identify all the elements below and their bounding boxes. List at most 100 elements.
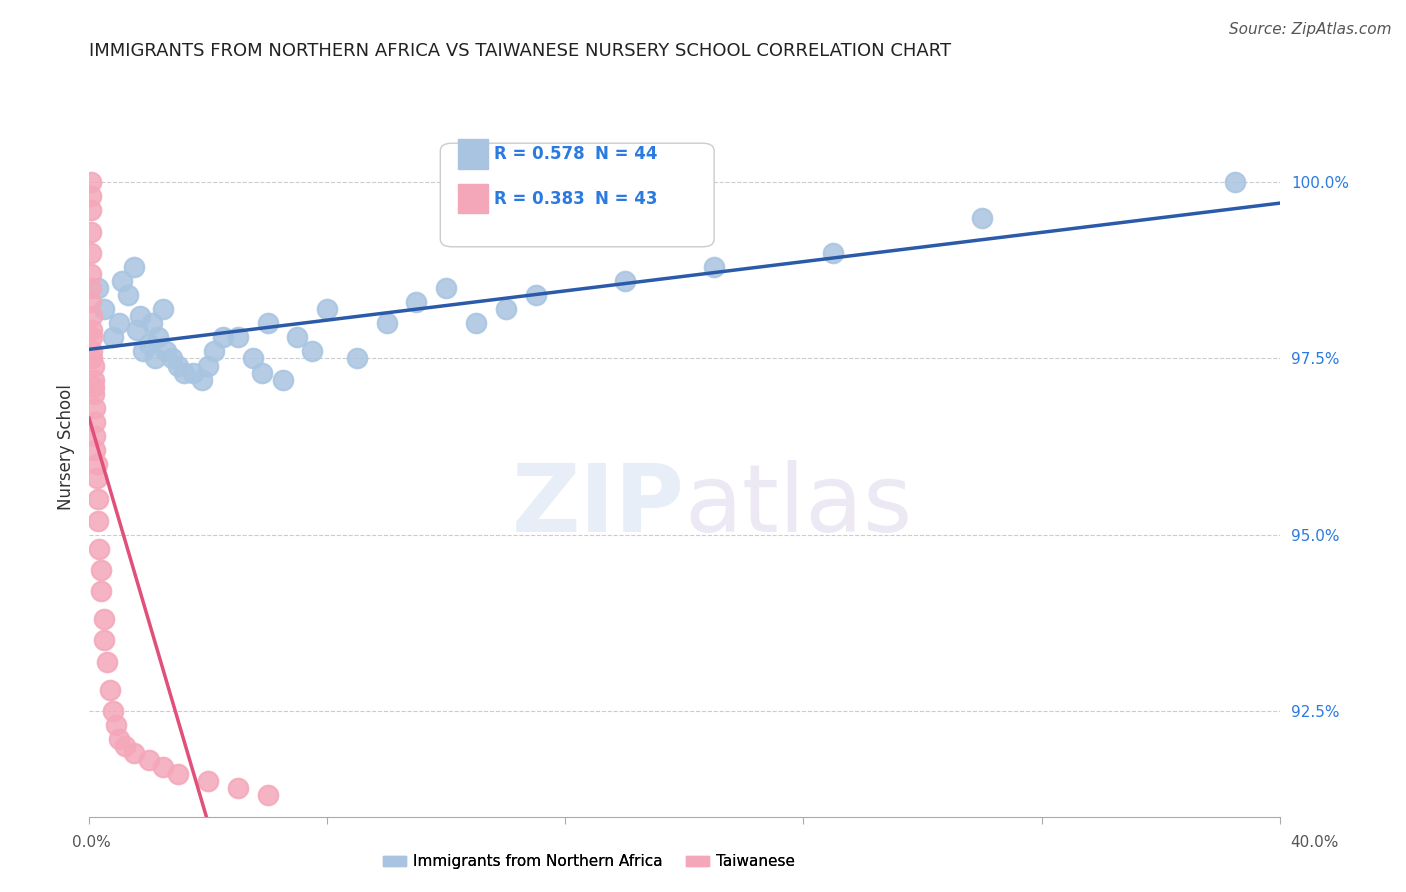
- Point: [143, 351, 166, 366]
- Legend: Immigrants from Northern Africa, Taiwanese: Immigrants from Northern Africa, Taiwane…: [377, 848, 801, 875]
- Point: [79, 267, 101, 281]
- Point: [87, 281, 110, 295]
- Point: [93, 302, 115, 317]
- Point: [125, 323, 148, 337]
- Point: [111, 274, 134, 288]
- Point: [823, 245, 845, 260]
- Point: [80, 344, 103, 359]
- Text: 40.0%: 40.0%: [1291, 836, 1339, 850]
- Point: [93, 633, 115, 648]
- Point: [114, 739, 136, 753]
- Point: [173, 366, 195, 380]
- Point: [128, 309, 150, 323]
- Point: [101, 704, 124, 718]
- Point: [122, 746, 145, 760]
- Point: [202, 344, 225, 359]
- Point: [80, 330, 103, 344]
- Point: [1223, 175, 1246, 189]
- Text: ZIP: ZIP: [512, 459, 685, 552]
- Point: [405, 295, 427, 310]
- Point: [80, 309, 103, 323]
- Point: [197, 359, 219, 373]
- Text: 0.0%: 0.0%: [72, 836, 111, 850]
- Point: [146, 330, 169, 344]
- Point: [138, 337, 160, 351]
- Point: [138, 753, 160, 767]
- Y-axis label: Nursery School: Nursery School: [58, 384, 75, 509]
- Point: [250, 366, 273, 380]
- Point: [152, 302, 174, 317]
- Point: [465, 316, 488, 330]
- Point: [87, 492, 110, 507]
- Point: [83, 373, 105, 387]
- Point: [346, 351, 368, 366]
- Point: [79, 295, 101, 310]
- Point: [155, 344, 177, 359]
- Point: [316, 302, 339, 317]
- Text: Source: ZipAtlas.com: Source: ZipAtlas.com: [1229, 22, 1392, 37]
- Point: [181, 366, 204, 380]
- Point: [226, 781, 249, 796]
- Point: [83, 386, 105, 401]
- Point: [226, 330, 249, 344]
- Point: [108, 731, 131, 746]
- Text: R = 0.383: R = 0.383: [494, 190, 585, 208]
- Point: [108, 316, 131, 330]
- Point: [90, 584, 112, 599]
- Point: [80, 323, 103, 337]
- Point: [162, 351, 184, 366]
- Point: [80, 351, 103, 366]
- Text: IMMIGRANTS FROM NORTHERN AFRICA VS TAIWANESE NURSERY SCHOOL CORRELATION CHART: IMMIGRANTS FROM NORTHERN AFRICA VS TAIWA…: [89, 42, 952, 60]
- Point: [87, 514, 110, 528]
- Text: R = 0.578: R = 0.578: [494, 145, 585, 163]
- Point: [287, 330, 309, 344]
- Point: [167, 767, 190, 781]
- Point: [212, 330, 235, 344]
- Bar: [458, 139, 488, 169]
- Point: [98, 682, 121, 697]
- Point: [495, 302, 517, 317]
- Point: [256, 789, 278, 803]
- Point: [613, 274, 636, 288]
- Point: [79, 175, 101, 189]
- Point: [86, 457, 108, 471]
- Point: [84, 401, 107, 415]
- Point: [197, 774, 219, 789]
- Text: N = 43: N = 43: [595, 190, 658, 208]
- Point: [271, 373, 294, 387]
- Point: [191, 373, 214, 387]
- Point: [93, 612, 115, 626]
- Point: [117, 288, 139, 302]
- Point: [83, 359, 105, 373]
- Point: [83, 379, 105, 393]
- Text: N = 44: N = 44: [595, 145, 658, 163]
- Point: [301, 344, 323, 359]
- Point: [89, 541, 111, 556]
- Point: [79, 225, 101, 239]
- Bar: [458, 184, 488, 213]
- Point: [703, 260, 725, 274]
- Point: [122, 260, 145, 274]
- FancyBboxPatch shape: [440, 144, 714, 247]
- Point: [101, 330, 124, 344]
- Point: [84, 443, 107, 458]
- Point: [256, 316, 278, 330]
- Point: [242, 351, 264, 366]
- Point: [84, 415, 107, 429]
- Point: [79, 281, 101, 295]
- Point: [86, 471, 108, 485]
- Point: [131, 344, 153, 359]
- Point: [141, 316, 163, 330]
- Point: [167, 359, 190, 373]
- Point: [434, 281, 457, 295]
- Point: [90, 563, 112, 577]
- Point: [970, 211, 993, 225]
- Point: [79, 203, 101, 218]
- Text: atlas: atlas: [685, 459, 912, 552]
- Point: [375, 316, 398, 330]
- Point: [152, 760, 174, 774]
- Point: [79, 189, 101, 203]
- Point: [79, 245, 101, 260]
- Point: [96, 655, 118, 669]
- Point: [524, 288, 547, 302]
